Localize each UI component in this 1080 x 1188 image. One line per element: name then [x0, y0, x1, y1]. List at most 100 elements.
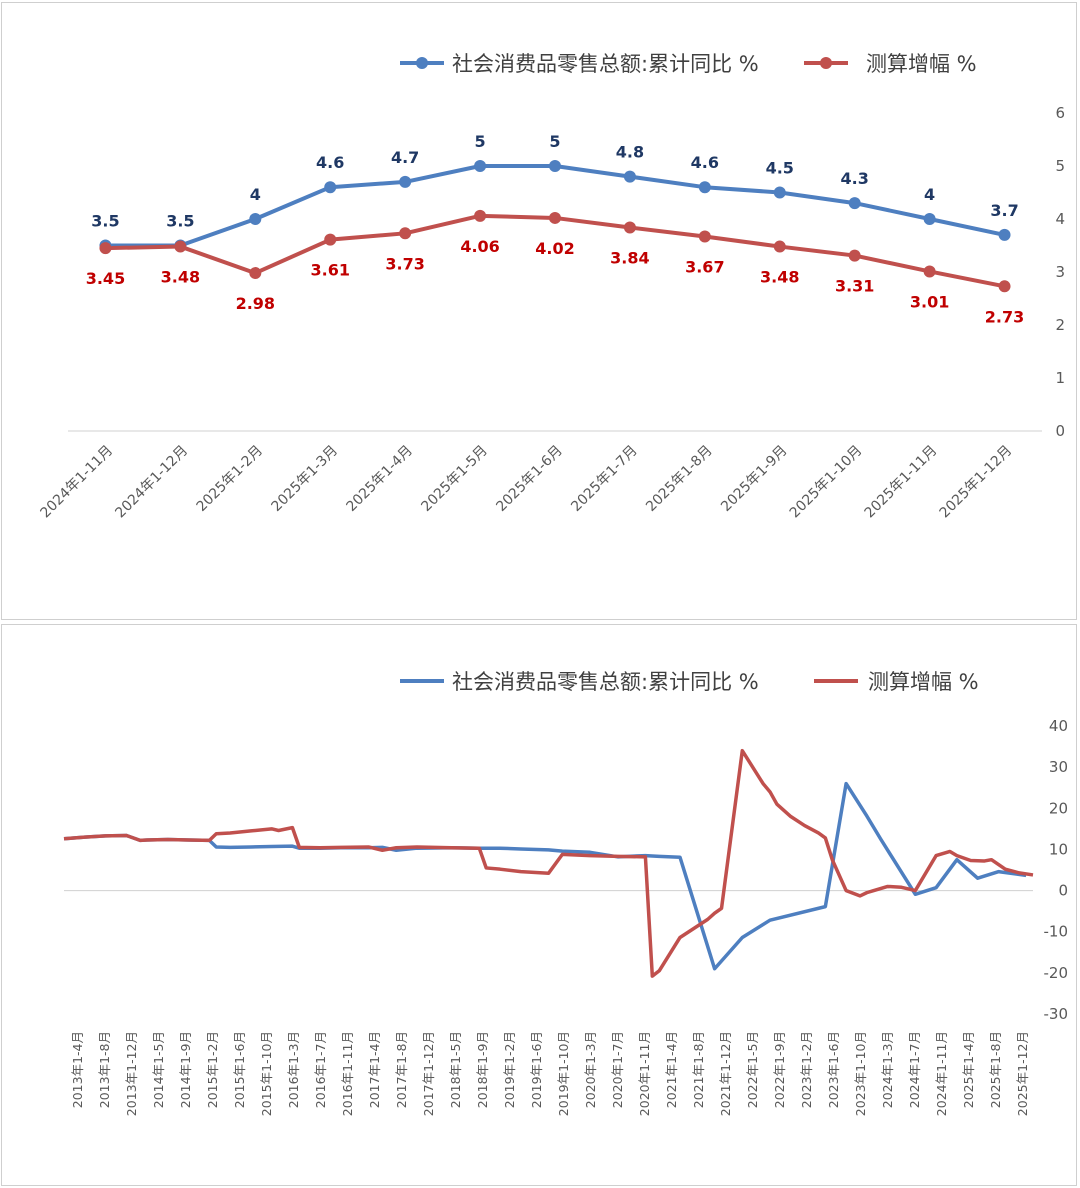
x-tick-label: 2025年1-8月 — [988, 1031, 1003, 1108]
data-label-series1: 4.6 — [316, 153, 344, 172]
x-tick-label: 2024年1-7月 — [907, 1031, 922, 1108]
chart-top: 社会消费品零售总额:累计同比 % 测算增幅 % 0 1 2 3 4 5 6 2024年1-11… — [38, 52, 1065, 522]
x-tick-label: 2013年1-12月 — [124, 1031, 139, 1116]
x-tick-label: 2024年1-3月 — [880, 1031, 895, 1108]
x-tick-label: 2016年1-11月 — [340, 1031, 355, 1116]
x-tick-label: 2023年1-10月 — [853, 1031, 868, 1116]
legend-label-series1-2: 社会消费品零售总额:累计同比 % — [452, 670, 759, 694]
legend-marker-blue — [416, 57, 428, 69]
y-tick-label: -30 — [1044, 1005, 1069, 1023]
x-tick-label: 2021年1-12月 — [718, 1031, 733, 1116]
data-label-series1: 4.5 — [766, 159, 794, 178]
data-label-series2: 4.06 — [460, 237, 499, 256]
data-label-series2: 3.67 — [685, 257, 724, 276]
x-tick-label: 2025年1-2月 — [194, 443, 266, 515]
data-label-series1: 4.3 — [841, 169, 869, 188]
data-point-2 — [99, 242, 112, 255]
x-tick-label: 2021年1-4月 — [664, 1031, 679, 1108]
x-tick-label: 2013年1-4月 — [70, 1031, 85, 1108]
data-label-series1: 3.5 — [166, 212, 194, 231]
x-tick-label: 2015年1-6月 — [232, 1031, 247, 1108]
x-tick-label: 2014年1-9月 — [178, 1031, 193, 1108]
data-point-2 — [324, 233, 337, 246]
y-tick-label: -20 — [1044, 964, 1069, 982]
data-point-2 — [174, 240, 187, 253]
y-tick-label: 20 — [1049, 799, 1068, 817]
data-point-2 — [773, 240, 786, 253]
data-label-series1: 4.8 — [616, 143, 644, 162]
x-tick-label: 2025年1-12月 — [937, 443, 1016, 522]
data-label-series2: 3.73 — [385, 254, 424, 273]
x-tick-label: 2018年1-9月 — [475, 1031, 490, 1108]
y-tick-label: 0 — [1055, 422, 1065, 440]
data-point-2 — [399, 227, 412, 240]
x-tick-label: 2025年1-7月 — [568, 443, 640, 515]
data-label-series2: 4.02 — [535, 239, 574, 258]
x-tick-label: 2020年1-7月 — [610, 1031, 625, 1108]
x-tick-label: 2016年1-3月 — [286, 1031, 301, 1108]
y-tick-label: 5 — [1055, 157, 1065, 175]
series-line-1 — [63, 781, 1027, 971]
x-tick-label: 2021年1-8月 — [691, 1031, 706, 1108]
chart-top-panel: 社会消费品零售总额:累计同比 % 测算增幅 % 0 1 2 3 4 5 6 2024年1-11… — [1, 2, 1077, 620]
x-tick-label: 2024年1-11月 — [38, 443, 117, 522]
x-tick-label: 2014年1-5月 — [151, 1031, 166, 1108]
data-label-series2: 3.61 — [310, 261, 349, 280]
data-label-series2: 3.48 — [161, 268, 200, 287]
data-point-2 — [474, 209, 487, 222]
x-tick-label: 2018年1-5月 — [448, 1031, 463, 1108]
data-label-series1: 4.7 — [391, 148, 419, 167]
data-point-1 — [623, 170, 636, 183]
x-tick-label: 2013年1-8月 — [97, 1031, 112, 1108]
legend-top: 社会消费品零售总额:累计同比 % 测算增幅 % — [400, 52, 977, 76]
data-point-2 — [998, 280, 1011, 293]
x-tick-label: 2025年1-11月 — [862, 443, 941, 522]
y-tick-label: 10 — [1049, 840, 1068, 858]
legend-bottom: 社会消费品零售总额:累计同比 % 测算增幅 % — [400, 670, 979, 694]
data-point-2 — [923, 265, 936, 278]
y-tick-label: 6 — [1055, 104, 1065, 122]
y-tick-label: 2 — [1055, 316, 1065, 334]
x-tick-label: 2025年1-6月 — [493, 443, 565, 515]
x-tick-label: 2019年1-2月 — [502, 1031, 517, 1108]
data-point-1 — [923, 213, 936, 225]
y-tick-label: 4 — [1055, 210, 1065, 228]
data-point-1 — [249, 213, 262, 225]
x-tick-label: 2024年1-12月 — [112, 443, 191, 522]
x-tick-label: 2015年1-10月 — [259, 1031, 274, 1116]
x-tick-label: 2023年1-6月 — [826, 1031, 841, 1108]
legend-marker-red — [820, 57, 832, 69]
data-point-2 — [698, 230, 711, 243]
x-tick-label: 2025年1-9月 — [718, 443, 790, 515]
data-point-1 — [474, 160, 487, 172]
y-tick-label: -10 — [1044, 923, 1069, 941]
data-label-series1: 5 — [475, 132, 486, 151]
data-label-series2: 3.01 — [910, 292, 949, 311]
y-tick-label: 3 — [1055, 263, 1065, 281]
series-line-2 — [63, 748, 1034, 978]
data-point-2 — [549, 211, 561, 224]
data-point-1 — [549, 160, 561, 172]
x-tick-label: 2017年1-4月 — [367, 1031, 382, 1108]
x-tick-label: 2015年1-2月 — [205, 1031, 220, 1108]
legend-label-series2-2: 测算增幅 % — [868, 670, 979, 694]
chart-bottom: 社会消费品零售总额:累计同比 % 测算增幅 % -30 -20 -10 0 10 20 30… — [63, 670, 1069, 1116]
x-tick-label: 2024年1-11月 — [934, 1031, 949, 1116]
series-line-1 — [105, 164, 1005, 248]
y-tick-label: 1 — [1055, 369, 1065, 387]
data-label-series1: 3.7 — [990, 201, 1018, 220]
x-tick-label: 2017年1-8月 — [394, 1031, 409, 1108]
data-point-1 — [698, 181, 711, 194]
y-tick-label: 0 — [1058, 882, 1068, 900]
data-point-1 — [998, 228, 1011, 241]
data-point-2 — [249, 267, 262, 280]
x-tick-label: 2022年1-9月 — [772, 1031, 787, 1108]
data-label-series2: 2.73 — [985, 307, 1024, 326]
x-tick-label: 2022年1-5月 — [745, 1031, 760, 1108]
legend-label-series1: 社会消费品零售总额:累计同比 % — [452, 52, 759, 76]
data-label-series1: 4.6 — [691, 153, 719, 172]
x-tick-label: 2019年1-10月 — [556, 1031, 571, 1116]
data-label-series1: 3.5 — [91, 212, 119, 231]
data-label-series2: 3.31 — [835, 277, 874, 296]
x-tick-label: 2023年1-2月 — [799, 1031, 814, 1108]
